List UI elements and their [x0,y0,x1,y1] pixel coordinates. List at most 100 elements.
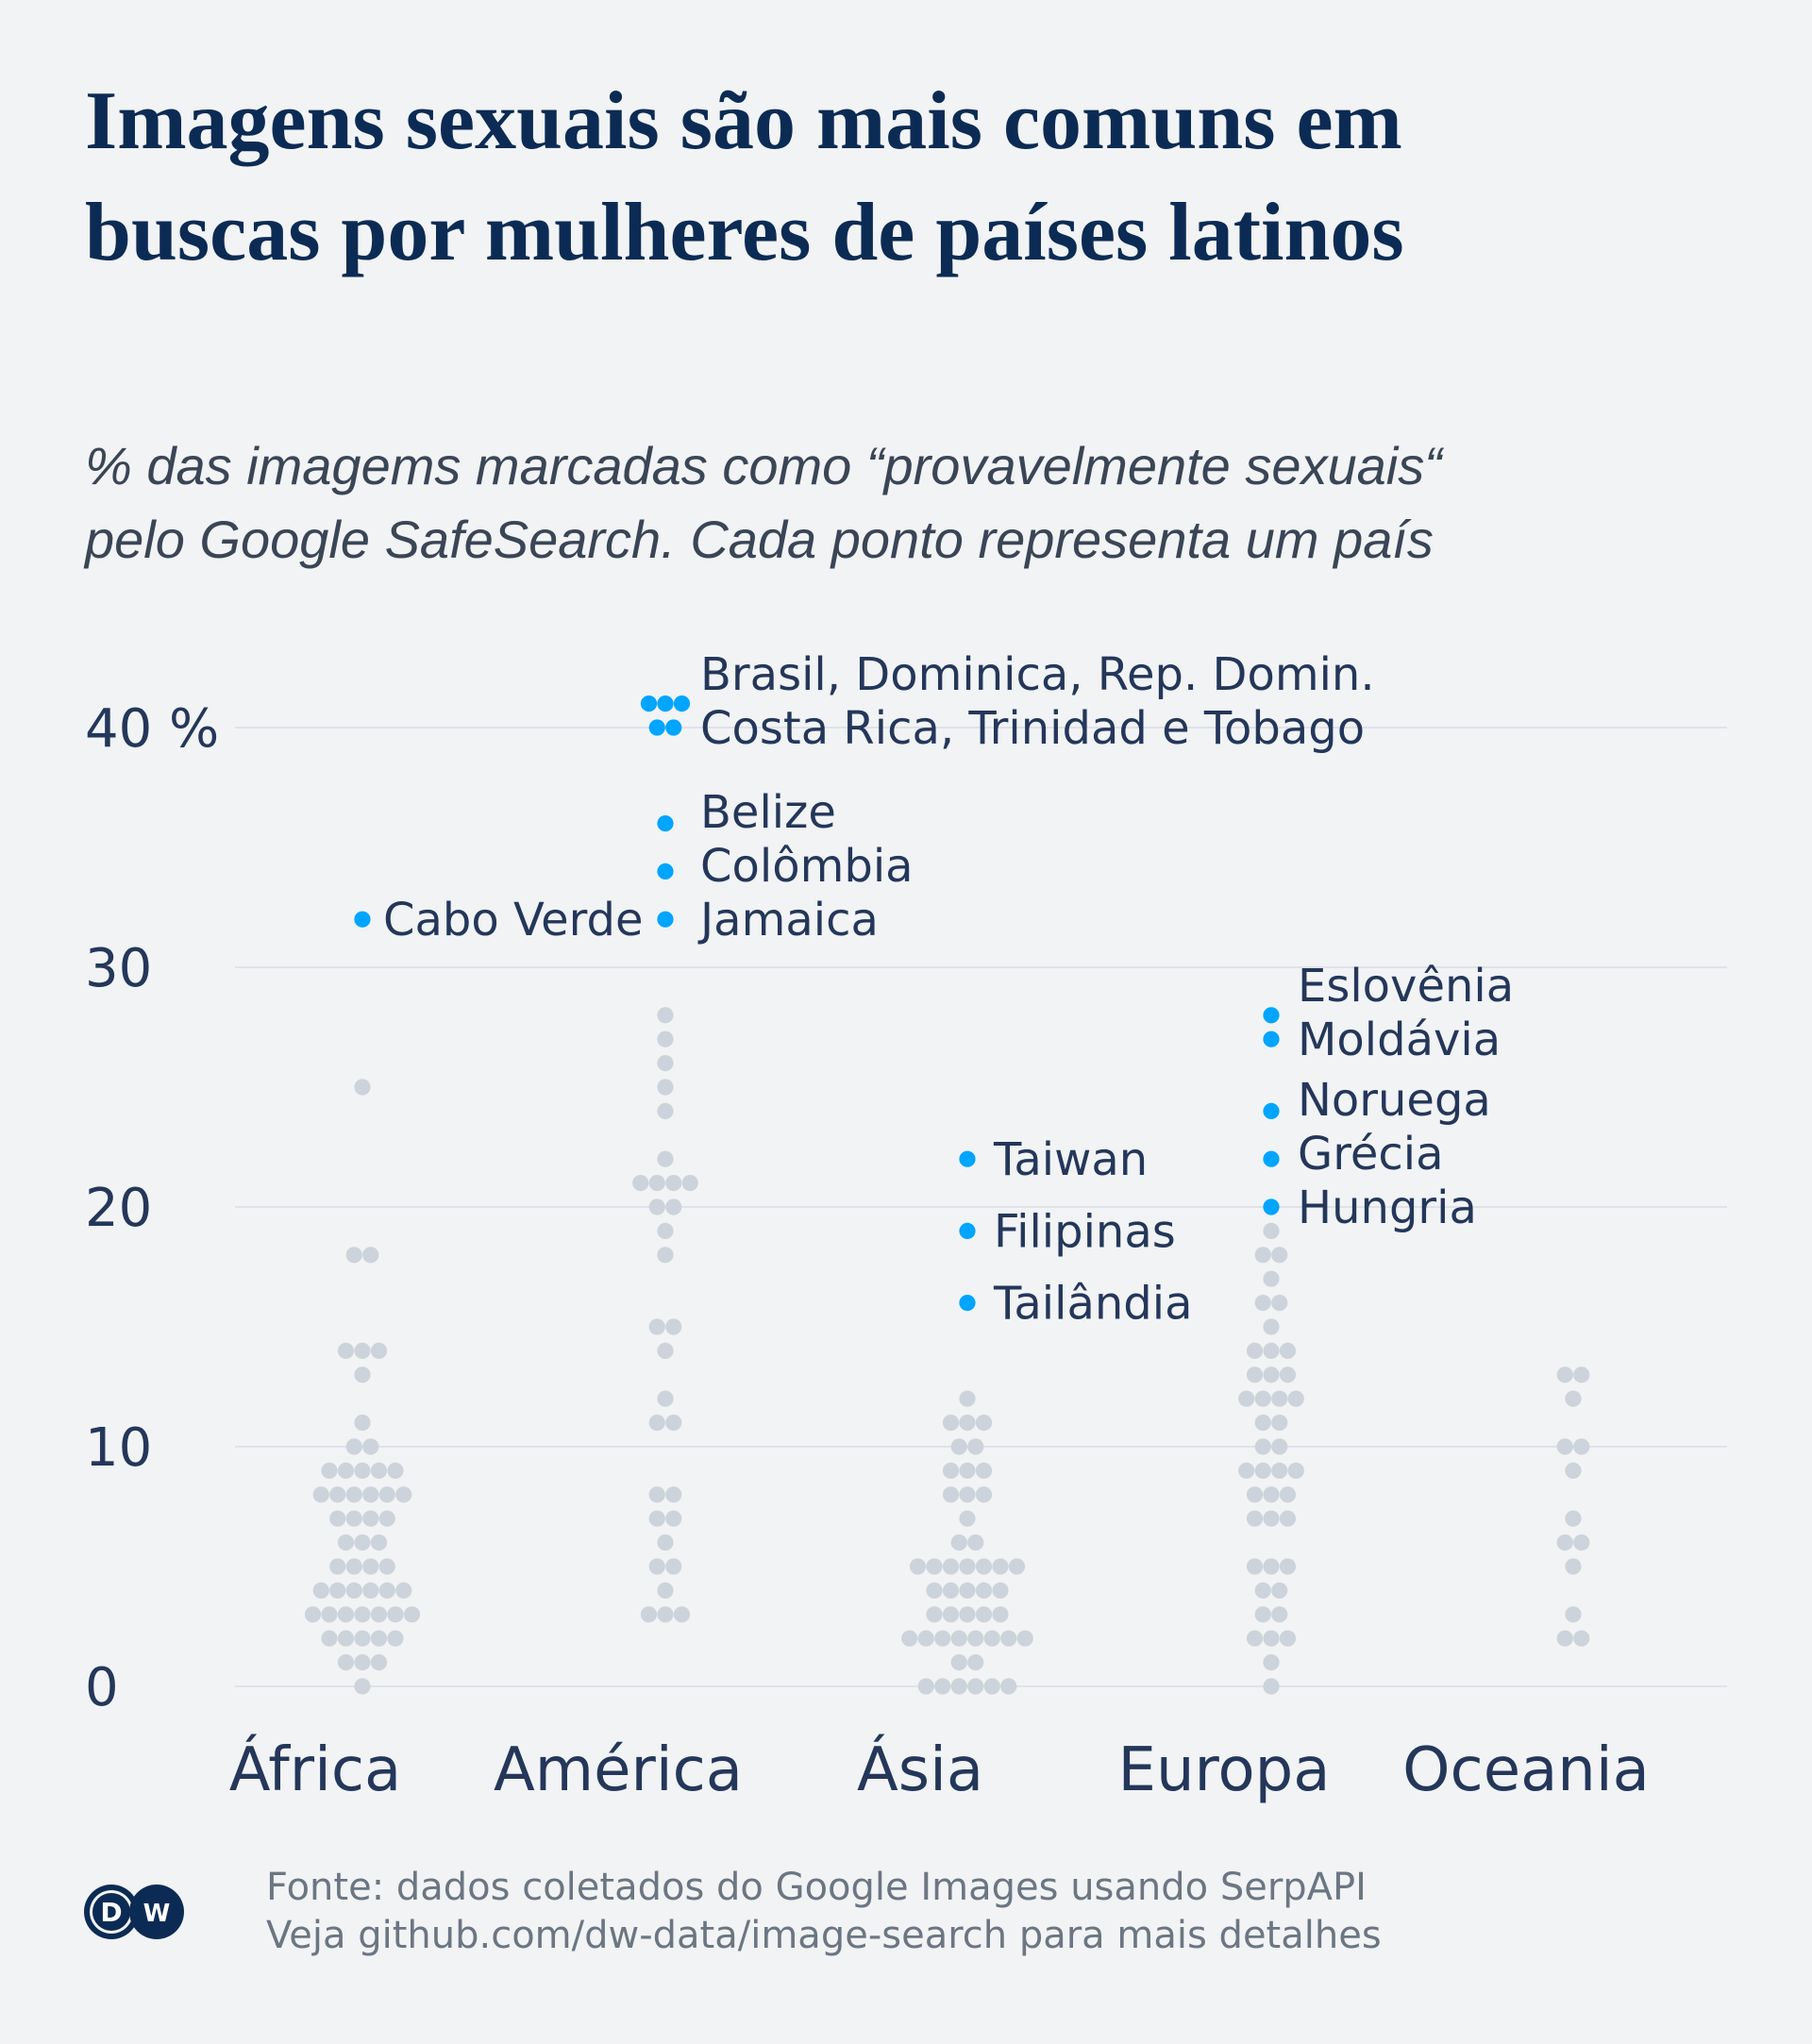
data-point [942,1415,960,1432]
data-point [1263,1486,1280,1503]
data-point [337,1462,355,1479]
data-point [665,1486,682,1503]
data-point [378,1510,395,1527]
highlighted-point [657,815,674,832]
svg-text:W: W [143,1900,171,1928]
data-point [387,1606,404,1623]
chart-title-line-1: Imagens sexuais são mais comuns em [85,75,1402,167]
data-point [378,1558,395,1575]
data-point [1556,1534,1573,1551]
data-point [1238,1462,1255,1479]
data-point [1254,1582,1271,1599]
data-point [362,1510,379,1527]
chart-subtitle-line-1: % das imagems marcadas como “provavelmen… [85,436,1442,495]
data-point [1246,1630,1264,1647]
data-point [1565,1510,1582,1527]
data-point [950,1630,967,1647]
data-point [1263,1342,1280,1359]
data-point [934,1630,951,1647]
data-point [665,1510,682,1527]
data-point [1254,1606,1271,1623]
data-point [648,1175,665,1192]
data-point [992,1582,1009,1599]
highlighted-point [657,911,674,928]
data-point [378,1582,395,1599]
data-point [1254,1438,1271,1455]
data-point [665,1558,682,1575]
data-point [370,1534,388,1551]
data-point [681,1175,698,1192]
data-point [959,1415,976,1432]
chart-title: Imagens sexuais são mais comuns em busca… [85,66,1784,289]
y-tick-label: 30 [85,938,152,999]
data-point [657,1150,674,1167]
category-label: Ásia [857,1734,983,1805]
data-point [329,1582,346,1599]
details-link[interactable]: Veja github.com/dw-data/image-search par… [266,1914,1382,1957]
country-label: Belize [700,786,836,839]
chart-title-line-2: buscas por mulheres de países latinos [85,187,1404,278]
highlighted-point [1263,1102,1280,1119]
data-point [657,1222,674,1239]
data-point [1263,1222,1280,1239]
data-point [942,1582,960,1599]
data-point [1279,1366,1297,1383]
data-point [657,1030,674,1047]
data-point [959,1558,976,1575]
data-point [983,1678,1000,1695]
country-label: Grécia [1298,1128,1444,1181]
data-point [1573,1438,1590,1455]
data-point [640,1606,658,1623]
data-point [1573,1534,1590,1551]
data-point [975,1486,993,1503]
country-label: Tailândia [993,1278,1193,1331]
data-point [337,1606,355,1623]
data-point [354,1654,371,1671]
data-point [1254,1295,1271,1312]
data-point [967,1678,984,1695]
data-point [673,1606,691,1623]
data-point [1271,1462,1288,1479]
data-point [959,1390,976,1407]
country-label: Colômbia [700,840,914,893]
data-point [665,1318,682,1335]
data-point [950,1678,967,1695]
highlighted-point [1263,1007,1280,1024]
data-point [648,1486,665,1503]
data-point [1254,1462,1271,1479]
category-label: Oceania [1402,1735,1650,1805]
data-point [337,1342,355,1359]
data-point [917,1630,934,1647]
data-point [1556,1438,1573,1455]
highlighted-point [665,719,682,736]
data-point [926,1606,943,1623]
data-point [992,1606,1009,1623]
data-point [657,1007,674,1024]
data-point [1263,1318,1280,1335]
highlighted-point [673,695,691,712]
highlighted-point [657,695,674,712]
data-point [1263,1270,1280,1287]
data-point [665,1198,682,1215]
data-point [1279,1342,1297,1359]
data-point [354,1534,371,1551]
data-point [1271,1390,1288,1407]
data-point [345,1510,362,1527]
data-point [1246,1510,1264,1527]
data-point [362,1486,379,1503]
data-point [648,1415,665,1432]
data-point [370,1342,388,1359]
data-point [950,1534,967,1551]
data-point [387,1630,404,1647]
data-point [967,1438,984,1455]
data-point [657,1247,674,1264]
data-point [1246,1366,1264,1383]
data-point [665,1175,682,1192]
data-point [1008,1558,1026,1575]
data-point [657,1342,674,1359]
data-point [1565,1606,1582,1623]
country-label: Cabo Verde [383,894,644,947]
data-point [1246,1558,1264,1575]
data-point [1279,1558,1297,1575]
data-point [370,1630,388,1647]
